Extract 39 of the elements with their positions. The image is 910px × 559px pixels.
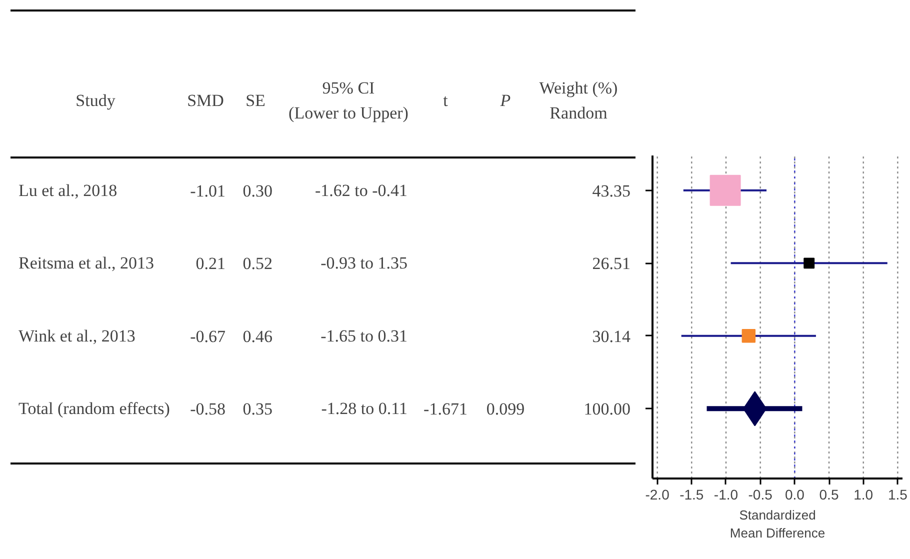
text: Wink et al., 2013 xyxy=(18,326,136,346)
x-tick-label: 0.0 xyxy=(784,486,805,502)
category-label: Study xyxy=(76,91,116,110)
text: Total (random effects) xyxy=(18,399,170,418)
text: 0.21 xyxy=(196,254,226,274)
x-tick-label: 1.0 xyxy=(854,486,874,502)
text: -0.58 xyxy=(190,400,226,419)
text: Reitsma et al., 2013 xyxy=(18,254,154,273)
category-label: 95% CI (Lower to Upper) xyxy=(288,78,408,122)
category-label: P xyxy=(499,91,511,110)
text: -1.671 xyxy=(424,400,468,419)
category-label: Weight (%) Random xyxy=(539,78,618,122)
text: 0.099 xyxy=(486,400,525,419)
text: Lu et al., 2018 xyxy=(18,180,118,200)
text: 26.51 xyxy=(592,254,630,274)
x-tick-label: -2.0 xyxy=(645,486,670,502)
text: 0.46 xyxy=(242,326,272,346)
x-tick-label: -1.0 xyxy=(714,486,738,502)
x-tick-label: 0.5 xyxy=(819,486,839,502)
text: -0.93 to 1.35 xyxy=(320,254,408,273)
x-tick-label: -1.5 xyxy=(680,486,704,502)
x-tick-label: -0.5 xyxy=(748,486,773,502)
text: 100.00 xyxy=(584,400,630,419)
text: -1.65 to 0.31 xyxy=(320,326,408,346)
point xyxy=(742,329,756,343)
text: -1.01 xyxy=(190,181,226,200)
text: -0.67 xyxy=(190,326,226,346)
x-tick-label: 1.5 xyxy=(888,486,908,502)
text: 0.35 xyxy=(242,400,272,419)
text: 0.52 xyxy=(242,254,272,274)
text: 30.14 xyxy=(592,326,630,346)
category-label: SMD xyxy=(187,91,224,110)
category-label: SE xyxy=(246,91,266,110)
x-axis-title: Standardized Mean Difference xyxy=(730,508,826,540)
text: 0.30 xyxy=(242,181,272,200)
text: 43.35 xyxy=(592,181,630,200)
text: -1.62 to -0.41 xyxy=(314,180,408,200)
text: -1.28 to 0.11 xyxy=(321,399,408,418)
category-label: t xyxy=(443,91,448,110)
